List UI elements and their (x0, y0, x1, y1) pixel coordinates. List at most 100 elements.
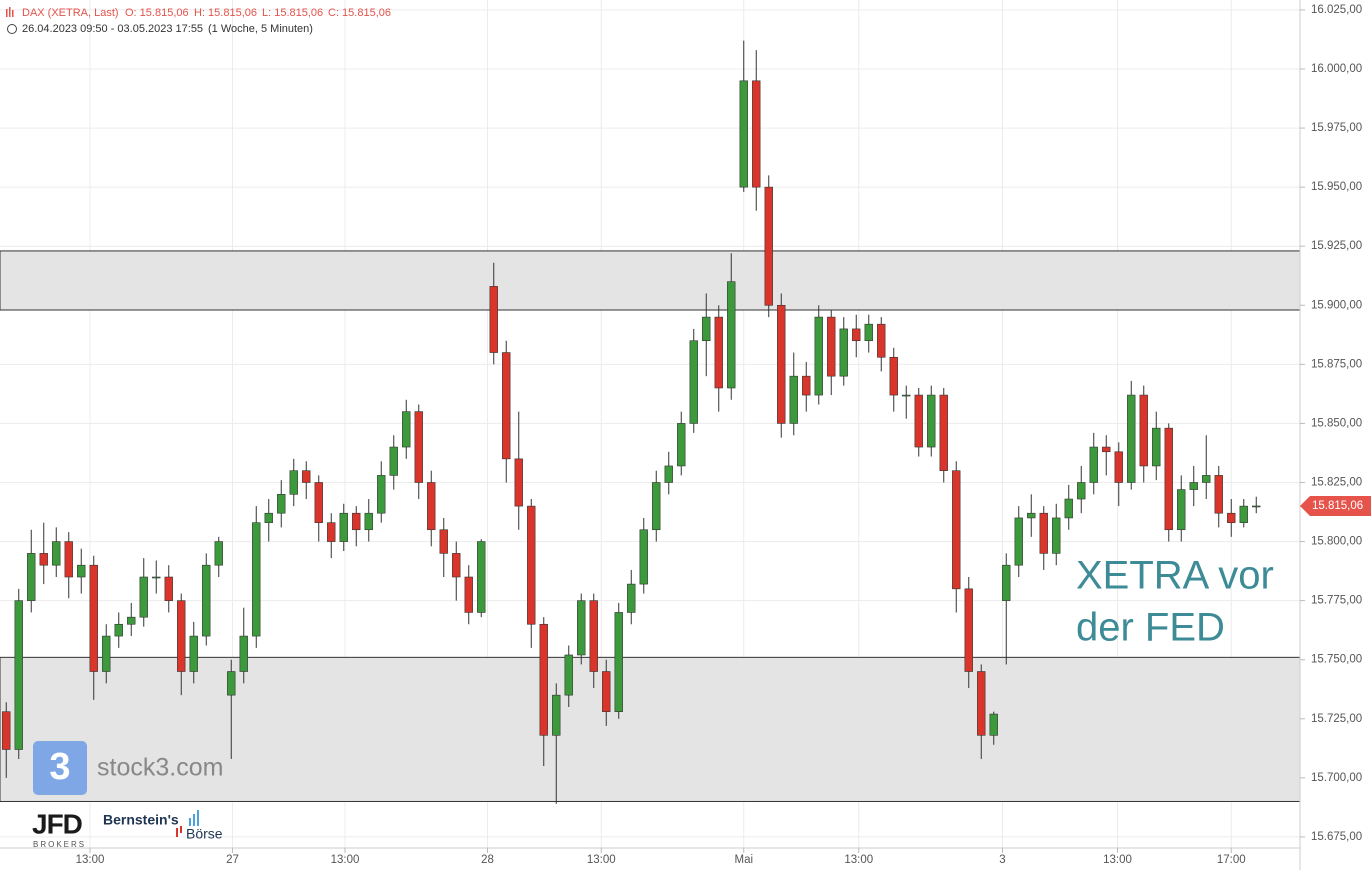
y-tick-label: 15.775,00 (1311, 595, 1362, 607)
candle-body (564, 654, 573, 696)
y-tick-label: 16.025,00 (1311, 4, 1362, 16)
stock3-icon: 3 (49, 746, 70, 788)
y-tick-label: 15.675,00 (1311, 831, 1362, 843)
candle-body (1164, 427, 1173, 531)
candle-body (514, 458, 523, 507)
candle-body (252, 522, 261, 637)
boerse-logo: Börse (186, 826, 223, 842)
candle-body (602, 671, 611, 712)
candle-body (427, 482, 436, 531)
candle-body (1014, 517, 1023, 566)
y-tick-label: 15.800,00 (1311, 536, 1362, 548)
candle-body (1114, 451, 1123, 483)
candle-body (114, 623, 123, 637)
candle-body (539, 623, 548, 736)
candle-body (477, 541, 486, 613)
candle-body (739, 80, 748, 188)
candle-body (802, 375, 811, 396)
candle-body (1239, 505, 1248, 523)
stock3-text: stock3.com (97, 754, 223, 782)
candle-body (789, 375, 798, 424)
candle-body (1077, 482, 1086, 500)
candle-body (214, 541, 223, 566)
candle-body (352, 512, 361, 531)
candle-body (39, 553, 48, 566)
candle-body (1052, 517, 1061, 554)
candle-body (127, 616, 136, 625)
candle-body (752, 80, 761, 188)
candle-body (202, 564, 211, 637)
candle-body (902, 394, 911, 397)
candle-body (414, 411, 423, 483)
candle-body (652, 482, 661, 531)
x-tick-label: 28 (481, 854, 494, 866)
candle-body (877, 323, 886, 358)
candle-body (1152, 427, 1161, 467)
last-price-tag (1300, 495, 1371, 516)
candle-body (727, 281, 736, 389)
candle-body (302, 470, 311, 483)
y-tick-label: 15.850,00 (1311, 417, 1362, 429)
candle-body (577, 600, 586, 656)
zone (0, 656, 1301, 802)
candle-body (402, 411, 411, 448)
candle-body (152, 576, 161, 579)
candle-body (1064, 498, 1073, 519)
candle-body (1202, 475, 1211, 483)
candle-body (627, 583, 636, 613)
candle-body (277, 494, 286, 514)
x-tick-label: 13:00 (76, 854, 105, 866)
candle-body (927, 394, 936, 448)
candle-body (677, 423, 686, 467)
candles (2, 40, 1261, 804)
candle-body (864, 323, 873, 342)
candle-body (1214, 475, 1223, 514)
candle-body (502, 352, 511, 460)
candle-body (2, 711, 11, 750)
y-tick-label: 15.825,00 (1311, 477, 1362, 489)
candle-body (27, 553, 36, 601)
header-icon (6, 7, 14, 17)
candle-body (552, 694, 561, 736)
ohlc-label: O: 15.815,06 (125, 7, 189, 19)
candle-body (1027, 512, 1036, 519)
candle-body (827, 316, 836, 377)
candle-body (764, 186, 773, 306)
candle-body (952, 470, 961, 590)
candle-body (1139, 394, 1148, 467)
candle-body (589, 600, 598, 672)
x-tick-label: 17:00 (1217, 854, 1246, 866)
candle-body (689, 340, 698, 424)
x-tick-label: Mai (734, 854, 753, 866)
y-tick-label: 15.875,00 (1311, 358, 1362, 370)
candle-body (989, 713, 998, 736)
candle-body (177, 600, 186, 672)
candle-body (889, 356, 898, 396)
candle-body (89, 564, 98, 672)
candle-body (452, 553, 461, 578)
candle-body (1039, 512, 1048, 554)
candle-body (489, 286, 498, 353)
zones (0, 250, 1301, 802)
candle-body (1189, 482, 1198, 490)
candle-body (777, 304, 786, 424)
candle-body (852, 328, 861, 342)
candle-body (639, 529, 648, 585)
candle-body (164, 576, 173, 601)
date-range: 26.04.2023 09:50 - 03.05.2023 17:55 (22, 23, 203, 35)
y-tick-label: 16.000,00 (1311, 63, 1362, 75)
candle-body (14, 600, 23, 750)
bernstein-logo: Bernstein's (103, 812, 179, 828)
candle-body (664, 465, 673, 483)
y-tick-label: 15.900,00 (1311, 299, 1362, 311)
candle-body (1102, 446, 1111, 453)
y-tick-label: 15.725,00 (1311, 713, 1362, 725)
clock-icon (7, 24, 17, 34)
ohlc-label: H: 15.815,06 (194, 7, 257, 19)
stock3-logo (33, 741, 87, 795)
annotation: der FED (1076, 606, 1225, 650)
annotation: XETRA vor (1076, 554, 1274, 598)
candle-body (614, 612, 623, 712)
candle-body (914, 394, 923, 448)
